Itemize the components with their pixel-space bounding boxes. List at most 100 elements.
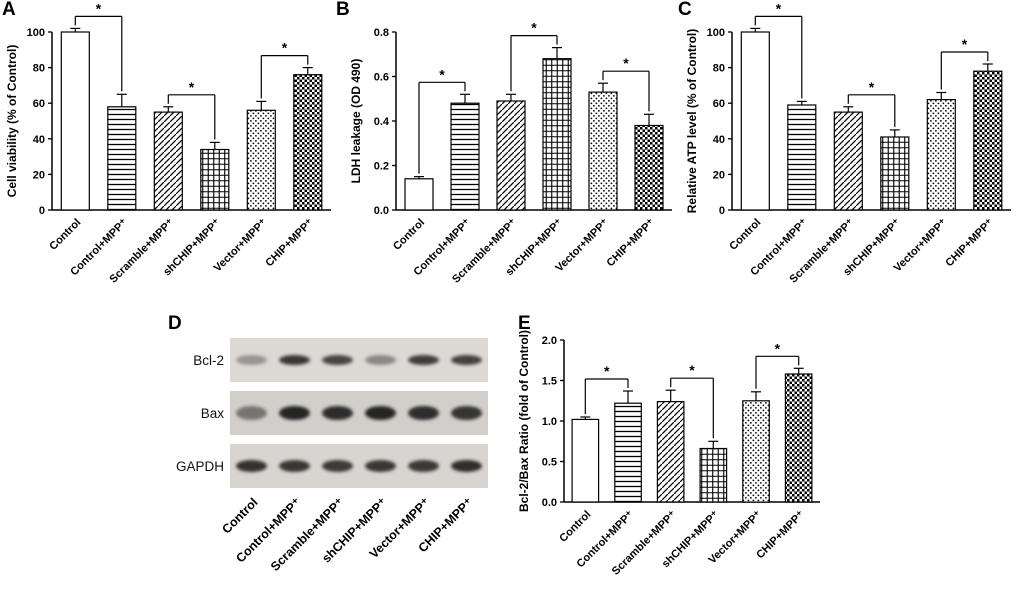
blot-band [365,406,396,420]
sig-asterisk: * [775,340,781,356]
blot-row-bcl2: Bcl-2 [172,338,488,382]
sig-asterisk: * [439,66,445,82]
bar [833,111,863,211]
lane-labels-svg: ControlControl+MPP⁺Scramble+MPP⁺shCHIP+M… [219,495,476,574]
bar [634,124,664,211]
bar [699,447,728,503]
blot-band [451,406,482,420]
blot-strip-svg [230,391,488,435]
panel-label-e: E [518,313,531,334]
panel-label-d: D [168,313,182,334]
bar [880,136,910,211]
blot-band [236,406,267,420]
y-tick-label: 60 [713,98,725,110]
blot-membrane [230,391,488,435]
blot-band [451,355,482,365]
bar [742,400,770,503]
y-tick-label: 60 [33,98,45,110]
y-tick-label: 0.8 [374,27,389,39]
y-axis-label: Relative ATP level (% of Control) [685,29,699,213]
blot-lane-label: Scramble+MPP⁺ [268,495,347,574]
sig-asterisk: * [531,20,537,36]
bar [740,31,770,211]
sig-asterisk: * [282,40,288,56]
category-label: Control [47,217,83,253]
blot-strip-svg [230,338,488,382]
blot-strip-bax [230,391,488,435]
bar [973,70,1003,211]
blot-band [279,355,310,365]
chartC-svg: 0 20 40 60 80 100 Relative ATP level (% of Con… [685,0,1011,286]
y-tick-label: 2.0 [542,335,557,347]
y-tick-label: 100 [27,27,45,39]
blot-membrane [230,444,488,488]
bar [450,102,480,211]
panel-label-a: A [2,0,16,20]
sig-asterisk: * [96,2,102,16]
bar [542,58,572,211]
bar [107,106,137,211]
bar [60,31,90,211]
panel-label-b: B [336,0,350,20]
bar [153,111,183,211]
blot-band [236,355,267,365]
sig-asterisk: * [689,362,695,378]
sig-asterisk: * [189,79,195,95]
bar [784,373,813,503]
category-label: CHIP+MPP⁺ [605,217,658,270]
y-axis-label: Bcl-2/Bax Ratio (fold of Control) [517,330,531,512]
sig-asterisk: * [869,79,875,95]
bar [404,178,434,211]
panel-c-atp-level-chart: 0 20 40 60 80 100 Relative ATP level (% of Con… [682,0,1017,315]
chartA-svg: 0 20 40 60 80 100 Cell viability (% of Control… [5,0,331,286]
blot-strip-gapdh [230,444,488,488]
y-tick-label: 0.2 [374,161,389,173]
blot-band [451,460,482,472]
chartB-svg: 0.0 0.2 0.4 0.6 0.8 LDH leakage (OD 490) Contr… [349,20,672,286]
blot-lane-labels: Control Control+MPP⁺ Scramble+MPP⁺ shCHIP+M… [118,489,538,599]
y-tick-label: 80 [33,63,45,75]
bar [200,148,230,211]
blot-band [322,355,353,365]
bar [614,402,642,503]
bar [926,98,956,211]
bar [496,100,526,211]
y-tick-label: 80 [713,63,725,75]
y-tick-label: 40 [33,134,45,146]
blot-lane-label: Control [219,495,260,536]
panel-b-ldh-leakage-chart: 0.0 0.2 0.4 0.6 0.8 LDH leakage (OD 490) Contr… [340,2,678,315]
blot-row-label: Bcl-2 [193,352,224,368]
y-axis-label: LDH leakage (OD 490) [349,59,363,184]
panel-label-c: C [678,0,692,20]
y-tick-label: 40 [713,134,725,146]
bar [787,104,817,211]
y-tick-label: 0.5 [542,457,557,469]
blot-strip-bcl2 [230,338,488,382]
y-tick-label: 1.5 [542,376,557,388]
blot-band [408,406,439,420]
blot-band [365,355,396,365]
sig-asterisk: * [623,55,629,71]
blot-row-label: Bax [200,405,224,421]
blot-strip-svg [230,444,488,488]
sig-asterisk: * [962,36,968,52]
chartE-svg: 0.0 0.5 1.0 1.5 2.0 Bcl-2/Bax Ratio (fold of … [517,330,820,578]
y-tick-label: 0.0 [374,205,389,217]
y-tick-label: 1.0 [542,416,557,428]
category-label: CHIP+MPP⁺ [943,217,996,270]
blot-row-gapdh: GAPDH [172,444,488,488]
blot-band [322,406,353,420]
sig-asterisk: * [776,2,782,16]
sig-asterisk: * [604,363,610,379]
category-label: Control [557,509,593,545]
blot-band [408,355,439,365]
bar [293,74,323,211]
y-tick-label: 0.4 [374,116,390,128]
bar [571,418,600,503]
category-label: Control [727,217,763,253]
blot-band [322,460,353,472]
y-tick-label: 0 [39,205,45,217]
bar [656,400,685,503]
y-axis-label: Cell viability (% of Control) [5,45,19,198]
